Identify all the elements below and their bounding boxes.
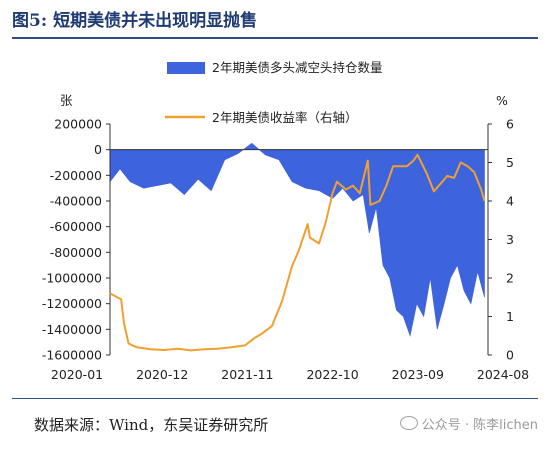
chart: 200000 0 -200000 -400000 -600000 -800000 -1000… bbox=[42, 60, 529, 383]
right-tick-label: 0 bbox=[506, 348, 514, 363]
x-tick-label: 2020-01 bbox=[51, 367, 103, 382]
left-tick-label: -600000 bbox=[50, 219, 102, 234]
position-area-layer bbox=[109, 142, 485, 337]
legend-label-yield: 2年期美债收益率（右轴） bbox=[212, 110, 357, 125]
right-tick-label: 4 bbox=[506, 194, 514, 209]
watermark-text: 公众号 · 陈李lichen bbox=[421, 418, 538, 433]
left-tick-label: -1400000 bbox=[42, 322, 102, 337]
figure-label: 图5: bbox=[12, 11, 48, 31]
right-tick-label: 5 bbox=[506, 155, 514, 170]
legend-label-position: 2年期美债多头减空头持仓数量 bbox=[212, 60, 382, 75]
series-position-area bbox=[109, 142, 485, 337]
left-tick-label: -1200000 bbox=[42, 296, 102, 311]
x-tick-label: 2021-11 bbox=[221, 367, 273, 382]
legend-swatch-position bbox=[167, 62, 205, 74]
series-yield-line bbox=[109, 153, 486, 352]
bottom-divider bbox=[12, 398, 538, 399]
right-tick-label: 6 bbox=[506, 117, 514, 132]
right-tick-label: 1 bbox=[506, 309, 514, 324]
left-tick-label: -1000000 bbox=[42, 271, 102, 286]
axes-layer: 200000 0 -200000 -400000 -600000 -800000 -1000… bbox=[42, 117, 529, 383]
left-tick-label: -400000 bbox=[50, 194, 102, 209]
left-tick-label: 200000 bbox=[54, 117, 102, 132]
legend: 2年期美债多头减空头持仓数量 2年期美债收益率（右轴） bbox=[165, 60, 382, 125]
wechat-icon bbox=[399, 416, 418, 430]
right-tick-label: 3 bbox=[506, 232, 514, 247]
title-divider bbox=[12, 37, 538, 39]
source-note: 数据来源：Wind，东吴证券研究所 bbox=[34, 416, 269, 434]
figure-title: 图5: 短期美债并未出现明显抛售 bbox=[12, 6, 532, 36]
x-tick-label: 2022-10 bbox=[306, 367, 358, 382]
left-tick-label: -200000 bbox=[50, 168, 102, 183]
left-tick-label: 0 bbox=[94, 142, 102, 157]
x-tick-label: 2020-12 bbox=[136, 367, 188, 382]
left-tick-label: -800000 bbox=[50, 245, 102, 260]
figure-title-text: 短期美债并未出现明显抛售 bbox=[53, 11, 258, 31]
x-tick-label: 2024-08 bbox=[477, 367, 529, 382]
x-tick-label: 2023-09 bbox=[392, 367, 444, 382]
left-axis-unit: 张 bbox=[60, 93, 73, 108]
yield-line-layer bbox=[109, 153, 486, 352]
right-tick-label: 2 bbox=[506, 271, 514, 286]
left-tick-label: -1600000 bbox=[42, 348, 102, 363]
watermark: 公众号 · 陈李lichen bbox=[399, 414, 538, 433]
right-axis-unit: % bbox=[496, 93, 508, 108]
